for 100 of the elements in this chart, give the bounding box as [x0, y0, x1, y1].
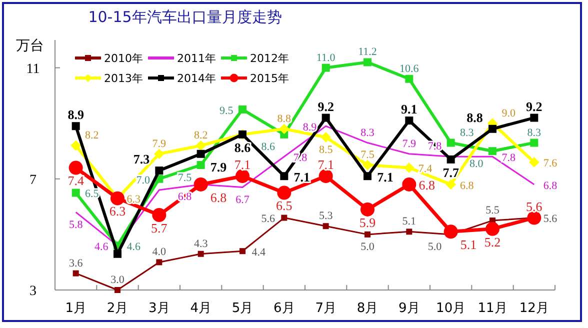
point: [72, 188, 80, 197]
point: [488, 147, 496, 156]
data-label: 6.8: [418, 178, 436, 193]
point: [446, 179, 456, 190]
point: [446, 155, 455, 164]
point: [238, 105, 246, 114]
data-label: 8.2: [194, 130, 208, 142]
data-label: 7.6: [543, 158, 558, 170]
point: [152, 208, 166, 222]
data-label: 6.8: [210, 190, 227, 205]
data-label: 9.2: [526, 98, 542, 114]
data-label: 9.0: [502, 107, 516, 120]
point: [444, 224, 458, 239]
data-label: 6.8: [460, 180, 474, 192]
data-label: 5.2: [484, 234, 501, 250]
data-label: 7.1: [377, 169, 394, 184]
data-label: 7.5: [178, 172, 192, 184]
x-tick-label: 8月: [356, 301, 378, 316]
point: [488, 124, 496, 133]
data-label: 9.5: [220, 104, 234, 117]
point: [362, 160, 373, 170]
point: [406, 228, 412, 235]
data-label: 8.8: [277, 112, 292, 125]
data-label: 6.3: [126, 194, 140, 206]
legend-label: 2012年: [250, 52, 289, 65]
data-label: 4.4: [252, 246, 266, 258]
data-label: 5.9: [359, 214, 376, 230]
point: [530, 138, 538, 147]
point: [154, 148, 164, 160]
data-label: 7.5: [360, 149, 374, 161]
data-label: 4.3: [194, 238, 208, 250]
data-label: 11.2: [358, 46, 377, 58]
data-label: 7.9: [402, 138, 416, 150]
x-tick-label: 10月: [436, 301, 466, 316]
data-label: 3.0: [110, 274, 124, 286]
data-label: 5.1: [402, 216, 416, 228]
data-label: 6.5: [276, 198, 292, 214]
data-label: 8.2: [85, 130, 99, 142]
y-tick-label: 7: [30, 172, 36, 188]
point: [156, 259, 162, 266]
point: [322, 64, 330, 72]
data-label: 9.1: [401, 102, 418, 117]
point: [530, 114, 538, 122]
data-label: 4.6: [94, 240, 108, 253]
point: [114, 287, 120, 293]
point: [527, 210, 542, 225]
data-label: 8.6: [261, 141, 275, 154]
data-label: 5.6: [526, 198, 542, 214]
data-label: 7.4: [68, 173, 84, 188]
point: [72, 122, 80, 130]
data-label: 8.3: [360, 126, 374, 139]
x-tick-label: 11月: [478, 301, 508, 316]
x-tick-label: 4月: [190, 301, 212, 316]
point: [236, 169, 250, 184]
x-tick-label: 9月: [398, 301, 420, 316]
data-label: 4.6: [126, 240, 140, 253]
point: [322, 114, 330, 122]
data-label: 8.3: [527, 126, 542, 139]
data-label: 7.0: [136, 174, 150, 186]
data-label: 8.5: [318, 144, 333, 156]
data-label: 4.0: [152, 246, 166, 258]
x-tick-label: 3月: [148, 301, 170, 316]
data-label: 6.8: [543, 180, 558, 192]
data-label: 8.6: [234, 140, 251, 155]
data-label: 8.8: [466, 110, 483, 125]
y-axis-title: 万台: [16, 38, 44, 54]
point: [405, 116, 414, 125]
data-label: 6.7: [236, 194, 250, 206]
point: [196, 140, 206, 151]
legend-label: 2010年: [104, 52, 143, 65]
x-tick-label: 7月: [315, 301, 336, 316]
data-label: 7.8: [502, 152, 516, 164]
point: [68, 160, 83, 175]
data-label: 5.5: [486, 204, 500, 217]
point: [280, 172, 288, 180]
data-label: 7.1: [294, 169, 310, 184]
point: [318, 169, 333, 184]
point: [528, 157, 540, 168]
point: [364, 58, 372, 66]
x-tick-label: 12月: [519, 301, 549, 316]
data-label: 8.9: [302, 122, 317, 134]
data-label: 5.3: [318, 210, 333, 222]
x-tick-label: 1月: [65, 301, 86, 316]
data-label: 7.1: [318, 157, 334, 172]
point: [196, 161, 205, 169]
point: [198, 250, 204, 257]
point: [364, 231, 370, 238]
y-tick-label: 11: [26, 62, 40, 77]
data-label: 6.3: [109, 204, 126, 219]
point: [364, 172, 372, 180]
point: [278, 124, 290, 134]
data-label: 5.1: [460, 237, 477, 252]
data-label: 5.6: [261, 213, 275, 226]
point: [70, 140, 82, 151]
point: [404, 162, 414, 173]
data-label: 5.8: [68, 219, 83, 232]
data-label: 8.0: [470, 158, 484, 170]
data-label: 5.0: [428, 241, 442, 254]
point: [405, 74, 414, 83]
data-label: 11.0: [316, 52, 336, 64]
